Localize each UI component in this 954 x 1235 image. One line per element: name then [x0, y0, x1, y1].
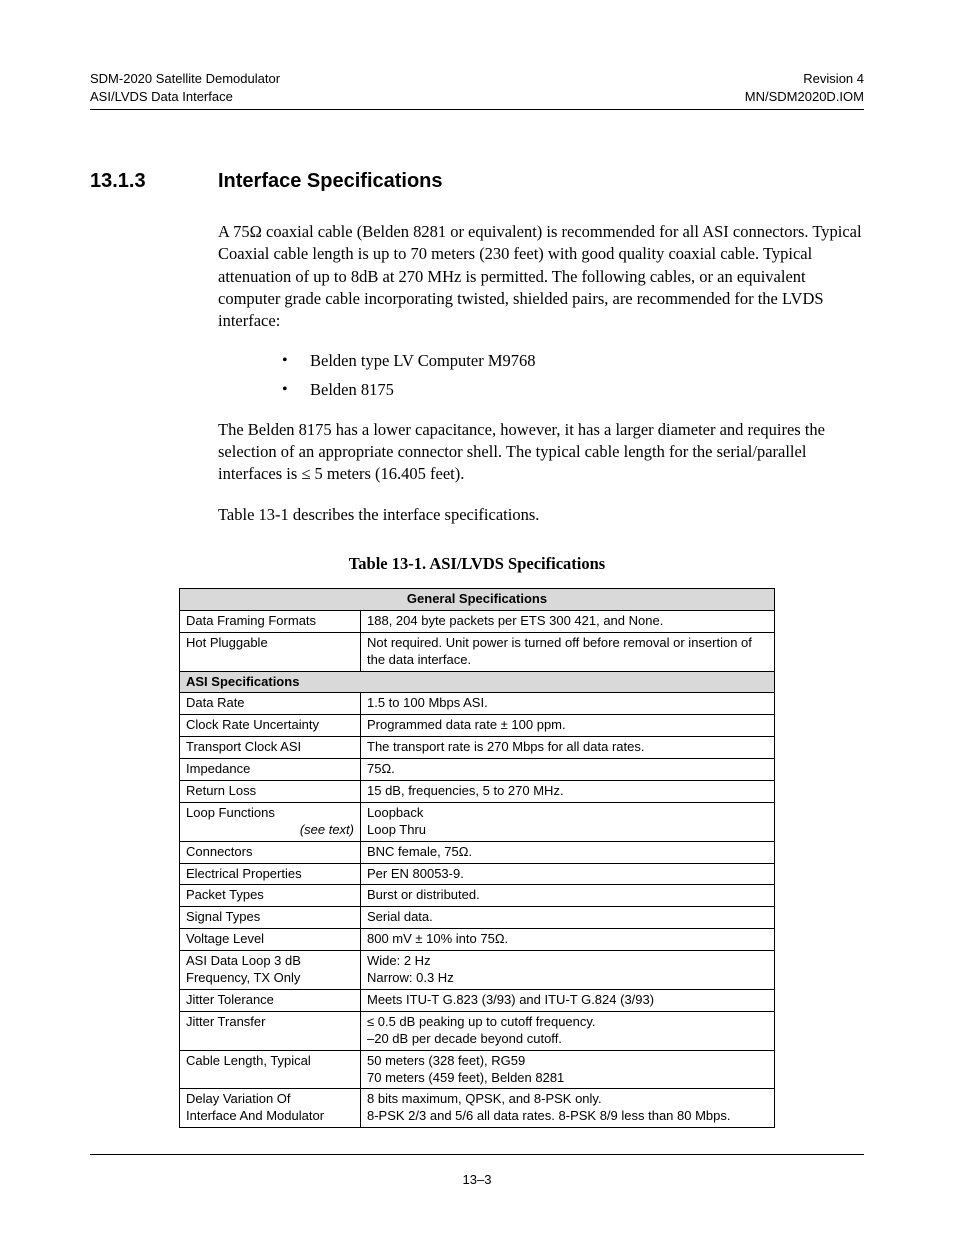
body-content: A 75Ω coaxial cable (Belden 8281 or equi…: [218, 221, 864, 526]
table-row: Hot Pluggable Not required. Unit power i…: [180, 632, 775, 671]
table-caption: Table 13-1. ASI/LVDS Specifications: [90, 554, 864, 574]
table-section-general: General Specifications: [180, 589, 775, 611]
table-row: Transport Clock ASI The transport rate i…: [180, 737, 775, 759]
table-row: Cable Length, Typical 50 meters (328 fee…: [180, 1050, 775, 1089]
table-row: Impedance 75Ω.: [180, 759, 775, 781]
spec-label: Clock Rate Uncertainty: [180, 715, 361, 737]
spec-value: 15 dB, frequencies, 5 to 270 MHz.: [361, 781, 775, 803]
table-row: Return Loss 15 dB, frequencies, 5 to 270…: [180, 781, 775, 803]
spec-label-line: Delay Variation Of: [186, 1091, 291, 1106]
header-doc-subtitle: ASI/LVDS Data Interface: [90, 88, 280, 106]
spec-label: Electrical Properties: [180, 863, 361, 885]
header-doc-id: MN/SDM2020D.IOM: [745, 88, 864, 106]
spec-label: Jitter Transfer: [180, 1011, 361, 1050]
paragraph-table-ref: Table 13-1 describes the interface speci…: [218, 504, 864, 526]
spec-value-line: Loopback: [367, 805, 423, 820]
spec-value-line: Wide: 2 Hz: [367, 953, 431, 968]
spec-value: Not required. Unit power is turned off b…: [361, 632, 775, 671]
spec-value: Burst or distributed.: [361, 885, 775, 907]
header-left: SDM-2020 Satellite Demodulator ASI/LVDS …: [90, 70, 280, 105]
spec-label: Packet Types: [180, 885, 361, 907]
table-header-general: General Specifications: [180, 589, 775, 611]
spec-value: Loopback Loop Thru: [361, 802, 775, 841]
spec-label-line: Frequency, TX Only: [186, 970, 300, 985]
spec-value-line: 8-PSK 2/3 and 5/6 all data rates. 8-PSK …: [367, 1108, 731, 1123]
table-row: Loop Functions (see text) Loopback Loop …: [180, 802, 775, 841]
spec-value-line: Narrow: 0.3 Hz: [367, 970, 454, 985]
spec-label: Data Framing Formats: [180, 610, 361, 632]
list-item: Belden type LV Computer M9768: [282, 350, 864, 372]
spec-value: ≤ 0.5 dB peaking up to cutoff frequency.…: [361, 1011, 775, 1050]
spec-value: 50 meters (328 feet), RG59 70 meters (45…: [361, 1050, 775, 1089]
table-row: ASI Data Loop 3 dB Frequency, TX Only Wi…: [180, 951, 775, 990]
spec-value: BNC female, 75Ω.: [361, 841, 775, 863]
spec-value: 8 bits maximum, QPSK, and 8-PSK only. 8-…: [361, 1089, 775, 1128]
spec-value-line: 8 bits maximum, QPSK, and 8-PSK only.: [367, 1091, 602, 1106]
page-number: 13–3: [0, 1172, 954, 1187]
header-revision: Revision 4: [745, 70, 864, 88]
spec-label: Return Loss: [180, 781, 361, 803]
spec-value: 1.5 to 100 Mbps ASI.: [361, 693, 775, 715]
spec-label: Data Rate: [180, 693, 361, 715]
spec-label: Hot Pluggable: [180, 632, 361, 671]
paragraph-intro: A 75Ω coaxial cable (Belden 8281 or equi…: [218, 221, 864, 332]
spec-label: Cable Length, Typical: [180, 1050, 361, 1089]
spec-label-line: Interface And Modulator: [186, 1108, 324, 1123]
table-row: Connectors BNC female, 75Ω.: [180, 841, 775, 863]
footer-rule: [90, 1154, 864, 1155]
spec-label-line: ASI Data Loop 3 dB: [186, 953, 301, 968]
spec-label: Jitter Tolerance: [180, 989, 361, 1011]
spec-label: Signal Types: [180, 907, 361, 929]
table-row: Data Framing Formats 188, 204 byte packe…: [180, 610, 775, 632]
spec-label: Connectors: [180, 841, 361, 863]
table-row: Electrical Properties Per EN 80053-9.: [180, 863, 775, 885]
table-row: Voltage Level 800 mV ± 10% into 75Ω.: [180, 929, 775, 951]
spec-value: 75Ω.: [361, 759, 775, 781]
paragraph-belden: The Belden 8175 has a lower capacitance,…: [218, 419, 864, 486]
spec-label: Impedance: [180, 759, 361, 781]
list-item: Belden 8175: [282, 379, 864, 401]
table-row: Data Rate 1.5 to 100 Mbps ASI.: [180, 693, 775, 715]
page: SDM-2020 Satellite Demodulator ASI/LVDS …: [0, 0, 954, 1235]
spec-value: 800 mV ± 10% into 75Ω.: [361, 929, 775, 951]
spec-label: Loop Functions (see text): [180, 802, 361, 841]
section-number: 13.1.3: [90, 170, 218, 193]
table-row: Signal Types Serial data.: [180, 907, 775, 929]
spec-value-line: ≤ 0.5 dB peaking up to cutoff frequency.: [367, 1014, 596, 1029]
section-heading: 13.1.3 Interface Specifications: [90, 170, 864, 193]
table-row: Delay Variation Of Interface And Modulat…: [180, 1089, 775, 1128]
spec-value: Per EN 80053-9.: [361, 863, 775, 885]
spec-value: 188, 204 byte packets per ETS 300 421, a…: [361, 610, 775, 632]
header-doc-title: SDM-2020 Satellite Demodulator: [90, 70, 280, 88]
spec-label: Transport Clock ASI: [180, 737, 361, 759]
header-right: Revision 4 MN/SDM2020D.IOM: [745, 70, 864, 105]
table-section-asi: ASI Specifications: [180, 671, 775, 693]
spec-value-line: –20 dB per decade beyond cutoff.: [367, 1031, 562, 1046]
section-title: Interface Specifications: [218, 170, 443, 193]
spec-value: Wide: 2 Hz Narrow: 0.3 Hz: [361, 951, 775, 990]
spec-label: Voltage Level: [180, 929, 361, 951]
spec-value: Programmed data rate ± 100 ppm.: [361, 715, 775, 737]
spec-label-text: Loop Functions: [186, 805, 275, 820]
cable-list: Belden type LV Computer M9768 Belden 817…: [218, 350, 864, 401]
table-header-asi: ASI Specifications: [180, 671, 775, 693]
spec-value: The transport rate is 270 Mbps for all d…: [361, 737, 775, 759]
table-row: Jitter Transfer ≤ 0.5 dB peaking up to c…: [180, 1011, 775, 1050]
header-rule: [90, 109, 864, 110]
spec-value: Serial data.: [361, 907, 775, 929]
spec-value-line: 70 meters (459 feet), Belden 8281: [367, 1070, 564, 1085]
table-row: Packet Types Burst or distributed.: [180, 885, 775, 907]
table-row: Clock Rate Uncertainty Programmed data r…: [180, 715, 775, 737]
spec-value-line: Loop Thru: [367, 822, 426, 837]
spec-value: Meets ITU-T G.823 (3/93) and ITU-T G.824…: [361, 989, 775, 1011]
see-text-note: (see text): [186, 822, 354, 839]
spec-label: ASI Data Loop 3 dB Frequency, TX Only: [180, 951, 361, 990]
specifications-table: General Specifications Data Framing Form…: [179, 588, 775, 1128]
spec-value-line: 50 meters (328 feet), RG59: [367, 1053, 525, 1068]
page-header: SDM-2020 Satellite Demodulator ASI/LVDS …: [90, 70, 864, 105]
table-row: Jitter Tolerance Meets ITU-T G.823 (3/93…: [180, 989, 775, 1011]
spec-label: Delay Variation Of Interface And Modulat…: [180, 1089, 361, 1128]
